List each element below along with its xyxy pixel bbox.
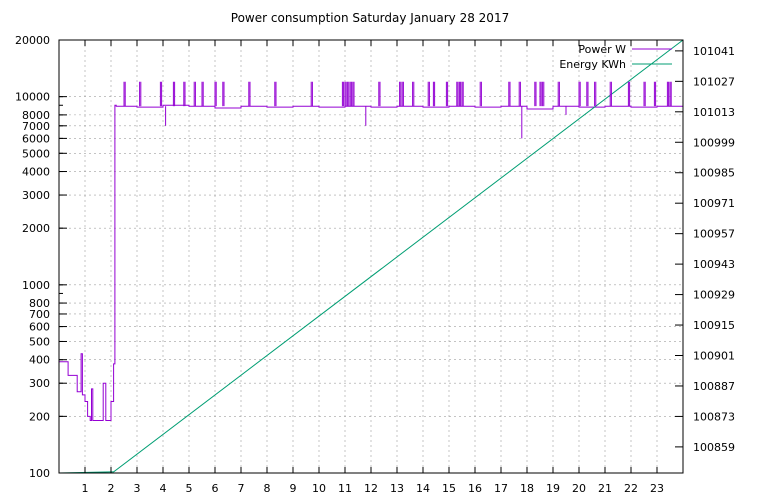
- x-tick-label: 19: [546, 482, 560, 495]
- y-right-tick-label: 100971: [693, 197, 735, 210]
- legend: Power W Energy KWh: [559, 43, 672, 71]
- y-right-tick-label: 101041: [693, 45, 735, 58]
- x-tick-label: 14: [416, 482, 430, 495]
- x-tick-label: 23: [650, 482, 664, 495]
- y-left-tick-label: 3000: [22, 189, 50, 202]
- y-left-tick-label: 400: [29, 354, 50, 367]
- y-left-tick-label: 6000: [22, 132, 50, 145]
- x-tick-label: 8: [264, 482, 271, 495]
- y-left-tick-label: 500: [29, 335, 50, 348]
- x-tick-label: 11: [338, 482, 352, 495]
- y-left-tick-label: 1000: [22, 279, 50, 292]
- legend-label-power: Power W: [578, 43, 626, 56]
- y-right-tick-label: 100999: [693, 136, 735, 149]
- axis-ticks: [59, 39, 683, 474]
- y-right-tick-label: 101013: [693, 106, 735, 119]
- x-tick-label: 12: [364, 482, 378, 495]
- chart-title: Power consumption Saturday January 28 20…: [231, 11, 509, 25]
- y-right-tick-label: 100943: [693, 258, 735, 271]
- x-tick-label: 3: [134, 482, 141, 495]
- grid-lines: [59, 40, 683, 473]
- x-tick-label: 13: [390, 482, 404, 495]
- x-tick-label: 5: [186, 482, 193, 495]
- x-tick-label: 20: [572, 482, 586, 495]
- y-right-tick-label: 100929: [693, 289, 735, 302]
- x-tick-label: 22: [624, 482, 638, 495]
- x-tick-label: 18: [520, 482, 534, 495]
- y-left-tick-label: 300: [29, 377, 50, 390]
- x-tick-label: 7: [238, 482, 245, 495]
- x-tick-label: 16: [468, 482, 482, 495]
- y-left-tick-label: 600: [29, 321, 50, 334]
- y-right-tick-label: 100887: [693, 380, 735, 393]
- x-tick-label: 17: [494, 482, 508, 495]
- y-left-tick-label: 10000: [15, 91, 50, 104]
- y-right-tick-label: 100985: [693, 167, 735, 180]
- y-right-tick-label: 100901: [693, 350, 735, 363]
- tick-labels: 1 2 3 4 5 6 7 8 9 10 11 12 13 14 15 16 17 18 19 20 21 22 23100…: [15, 34, 735, 495]
- y-left-tick-label: 7000: [22, 120, 50, 133]
- series-line-power: [59, 104, 684, 421]
- x-tick-label: 1: [82, 482, 89, 495]
- y-left-tick-label: 8000: [22, 109, 50, 122]
- y-left-tick-label: 20000: [15, 34, 50, 47]
- y-left-tick-label: 800: [29, 297, 50, 310]
- x-tick-label: 4: [160, 482, 167, 495]
- x-tick-label: 6: [212, 482, 219, 495]
- y-right-tick-label: 101027: [693, 75, 735, 88]
- x-tick-label: 2: [108, 482, 115, 495]
- x-tick-label: 21: [598, 482, 612, 495]
- y-left-tick-label: 4000: [22, 166, 50, 179]
- x-tick-label: 10: [312, 482, 326, 495]
- y-right-tick-label: 100859: [693, 441, 735, 454]
- y-left-tick-label: 100: [29, 467, 50, 480]
- y-left-tick-label: 5000: [22, 147, 50, 160]
- y-left-tick-label: 2000: [22, 222, 50, 235]
- y-right-tick-label: 100915: [693, 319, 735, 332]
- y-left-tick-label: 700: [29, 308, 50, 321]
- x-tick-label: 9: [290, 482, 297, 495]
- legend-label-energy: Energy KWh: [559, 58, 626, 71]
- x-tick-label: 15: [442, 482, 456, 495]
- y-left-tick-label: 200: [29, 410, 50, 423]
- y-right-tick-label: 100957: [693, 228, 735, 241]
- y-right-tick-label: 100873: [693, 410, 735, 423]
